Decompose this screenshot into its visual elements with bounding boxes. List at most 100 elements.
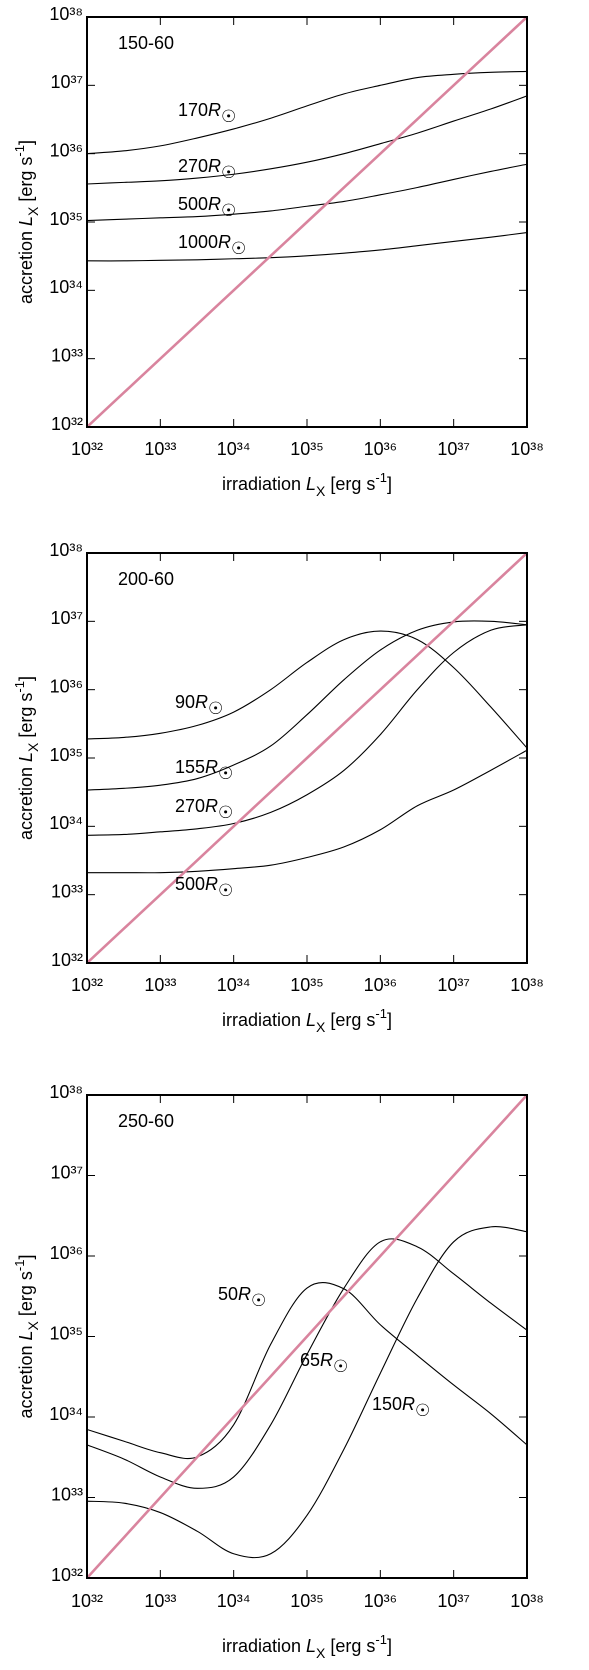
curve: [87, 1226, 527, 1559]
axis-label-part: ]: [16, 676, 36, 681]
axis-label-part: ]: [16, 140, 36, 145]
axis-label-part: accretion: [16, 1340, 36, 1418]
axis-label: accretion LX [erg s-1]: [12, 1254, 41, 1418]
axis-label-part: ]: [387, 474, 392, 494]
curve-label: 1000R☉: [178, 232, 246, 259]
panel-title: 200-60: [118, 569, 174, 589]
curve-label-symbol: R: [195, 692, 208, 712]
curve-label-sun: ☉: [208, 699, 223, 719]
x-tick-label: 10³⁵: [290, 975, 323, 995]
curve-label: 150R☉: [372, 1394, 430, 1421]
curve-label-sun: ☉: [218, 881, 233, 901]
plot-frame: [86, 1094, 528, 1579]
curve: [87, 1238, 527, 1489]
axis-label-part: ]: [16, 1254, 36, 1259]
y-tick-label: 10³⁷: [50, 72, 83, 92]
axis-label-part: [erg s: [325, 1010, 375, 1030]
plot-frame: [86, 552, 528, 964]
x-tick-label: 10³⁶: [364, 1591, 397, 1611]
curve-label: 270R☉: [178, 156, 236, 183]
x-tick-label: 10³⁷: [437, 975, 470, 995]
x-tick-label: 10³²: [71, 439, 103, 459]
x-tick-label: 10³³: [144, 1591, 176, 1611]
curve-label-symbol: R: [205, 874, 218, 894]
axis-label-part: L: [306, 1010, 316, 1030]
curve: [87, 1282, 527, 1460]
curve-label-number: 65: [300, 1350, 320, 1370]
curve-label-sun: ☉: [221, 107, 236, 127]
curve-label-sun: ☉: [221, 163, 236, 183]
axis-label-part: [erg s: [16, 1271, 36, 1321]
axis-label: accretion LX [erg s-1]: [12, 676, 41, 840]
curve-label: 500R☉: [178, 194, 236, 221]
x-tick-label: 10³⁸: [510, 1591, 544, 1611]
curve-label-sun: ☉: [251, 1291, 266, 1311]
x-tick-label: 10³⁷: [437, 439, 470, 459]
axis-label: irradiation LX [erg s-1]: [222, 1632, 392, 1661]
axis-label-part: L: [16, 216, 36, 226]
curve: [87, 630, 527, 749]
curve-label-symbol: R: [208, 156, 221, 176]
x-tick-label: 10³²: [71, 975, 103, 995]
axis-label-part: -1: [375, 1632, 387, 1647]
curve: [87, 749, 527, 874]
curve-label: 65R☉: [300, 1350, 348, 1377]
curve-label-number: 155: [175, 757, 205, 777]
axis-label-part: -1: [12, 145, 27, 157]
y-tick-label: 10³⁸: [49, 540, 83, 560]
curve-label-number: 50: [218, 1284, 238, 1304]
x-tick-label: 10³²: [71, 1591, 103, 1611]
curve: [87, 163, 527, 222]
curve-label-sun: ☉: [231, 239, 246, 259]
axis-label-part: X: [316, 1019, 326, 1035]
axis-label-part: X: [25, 206, 41, 216]
y-tick-label: 10³²: [51, 950, 83, 970]
y-tick-label: 10³⁶: [50, 676, 83, 696]
curve: [87, 624, 527, 836]
panel-title: 150-60: [118, 33, 174, 53]
curve-label-sun: ☉: [221, 201, 236, 221]
y-tick-label: 10³³: [51, 345, 83, 365]
y-tick-label: 10³³: [51, 881, 83, 901]
curve-label-number: 500: [178, 194, 208, 214]
reference-line: [87, 553, 527, 963]
curve-label-symbol: R: [208, 100, 221, 120]
x-tick-label: 10³⁸: [510, 439, 544, 459]
axis-label-part: -1: [12, 681, 27, 693]
y-tick-label: 10³⁵: [50, 209, 83, 229]
x-tick-label: 10³³: [144, 975, 176, 995]
curve-label: 170R☉: [178, 100, 236, 127]
y-tick-label: 10³⁶: [50, 1243, 83, 1263]
axis-label: accretion LX [erg s-1]: [12, 140, 41, 304]
curve-label-symbol: R: [205, 757, 218, 777]
curve-label-number: 270: [175, 796, 205, 816]
curve-label-number: 170: [178, 100, 208, 120]
curve: [87, 95, 527, 185]
y-tick-label: 10³⁵: [50, 1323, 83, 1343]
curve-label-symbol: R: [238, 1284, 251, 1304]
axis-label-part: X: [25, 1320, 41, 1330]
x-tick-label: 10³⁷: [437, 1591, 470, 1611]
y-tick-label: 10³⁸: [49, 4, 83, 24]
curve-label-number: 90: [175, 692, 195, 712]
y-tick-label: 10³⁴: [49, 813, 83, 833]
curve-label-symbol: R: [208, 194, 221, 214]
x-tick-label: 10³⁴: [217, 439, 251, 459]
axis-label-part: L: [306, 1636, 316, 1656]
reference-line: [87, 1095, 527, 1578]
axis-label-part: -1: [12, 1260, 27, 1272]
y-tick-label: 10³²: [51, 414, 83, 434]
y-tick-label: 10³⁴: [49, 1404, 83, 1424]
curve-label-symbol: R: [320, 1350, 333, 1370]
axis-label-part: X: [316, 1645, 326, 1661]
curve: [87, 70, 527, 155]
axis-label-part: L: [16, 752, 36, 762]
curve-label-symbol: R: [205, 796, 218, 816]
x-tick-label: 10³³: [144, 439, 176, 459]
curve-label: 270R☉: [175, 796, 233, 823]
axis-label-part: [erg s: [16, 693, 36, 743]
reference-line: [87, 17, 527, 427]
curve-label-sun: ☉: [218, 764, 233, 784]
